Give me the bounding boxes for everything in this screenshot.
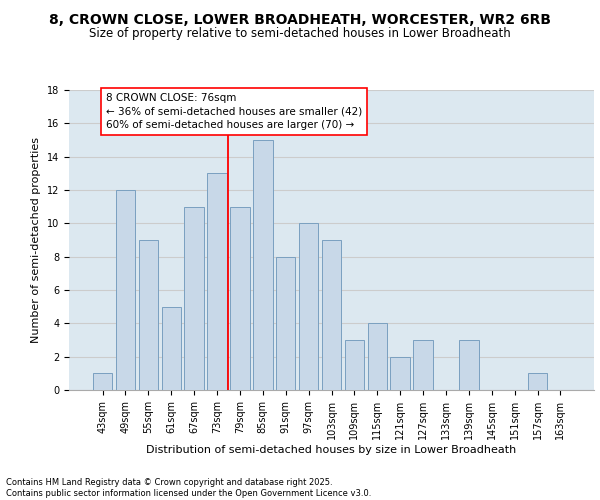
Y-axis label: Number of semi-detached properties: Number of semi-detached properties: [31, 137, 41, 343]
Bar: [528, 374, 547, 390]
Bar: [368, 324, 387, 390]
Bar: [208, 174, 227, 390]
Text: Contains HM Land Registry data © Crown copyright and database right 2025.
Contai: Contains HM Land Registry data © Crown c…: [6, 478, 371, 498]
Bar: [253, 140, 272, 390]
Bar: [299, 224, 319, 390]
Bar: [276, 256, 295, 390]
X-axis label: Distribution of semi-detached houses by size in Lower Broadheath: Distribution of semi-detached houses by …: [146, 444, 517, 454]
Bar: [116, 190, 135, 390]
Bar: [459, 340, 479, 390]
Text: 8, CROWN CLOSE, LOWER BROADHEATH, WORCESTER, WR2 6RB: 8, CROWN CLOSE, LOWER BROADHEATH, WORCES…: [49, 12, 551, 26]
Bar: [322, 240, 341, 390]
Bar: [413, 340, 433, 390]
Bar: [184, 206, 204, 390]
Bar: [230, 206, 250, 390]
Bar: [344, 340, 364, 390]
Bar: [391, 356, 410, 390]
Text: Size of property relative to semi-detached houses in Lower Broadheath: Size of property relative to semi-detach…: [89, 28, 511, 40]
Bar: [93, 374, 112, 390]
Text: 8 CROWN CLOSE: 76sqm
← 36% of semi-detached houses are smaller (42)
60% of semi-: 8 CROWN CLOSE: 76sqm ← 36% of semi-detac…: [106, 94, 362, 130]
Bar: [139, 240, 158, 390]
Bar: [161, 306, 181, 390]
